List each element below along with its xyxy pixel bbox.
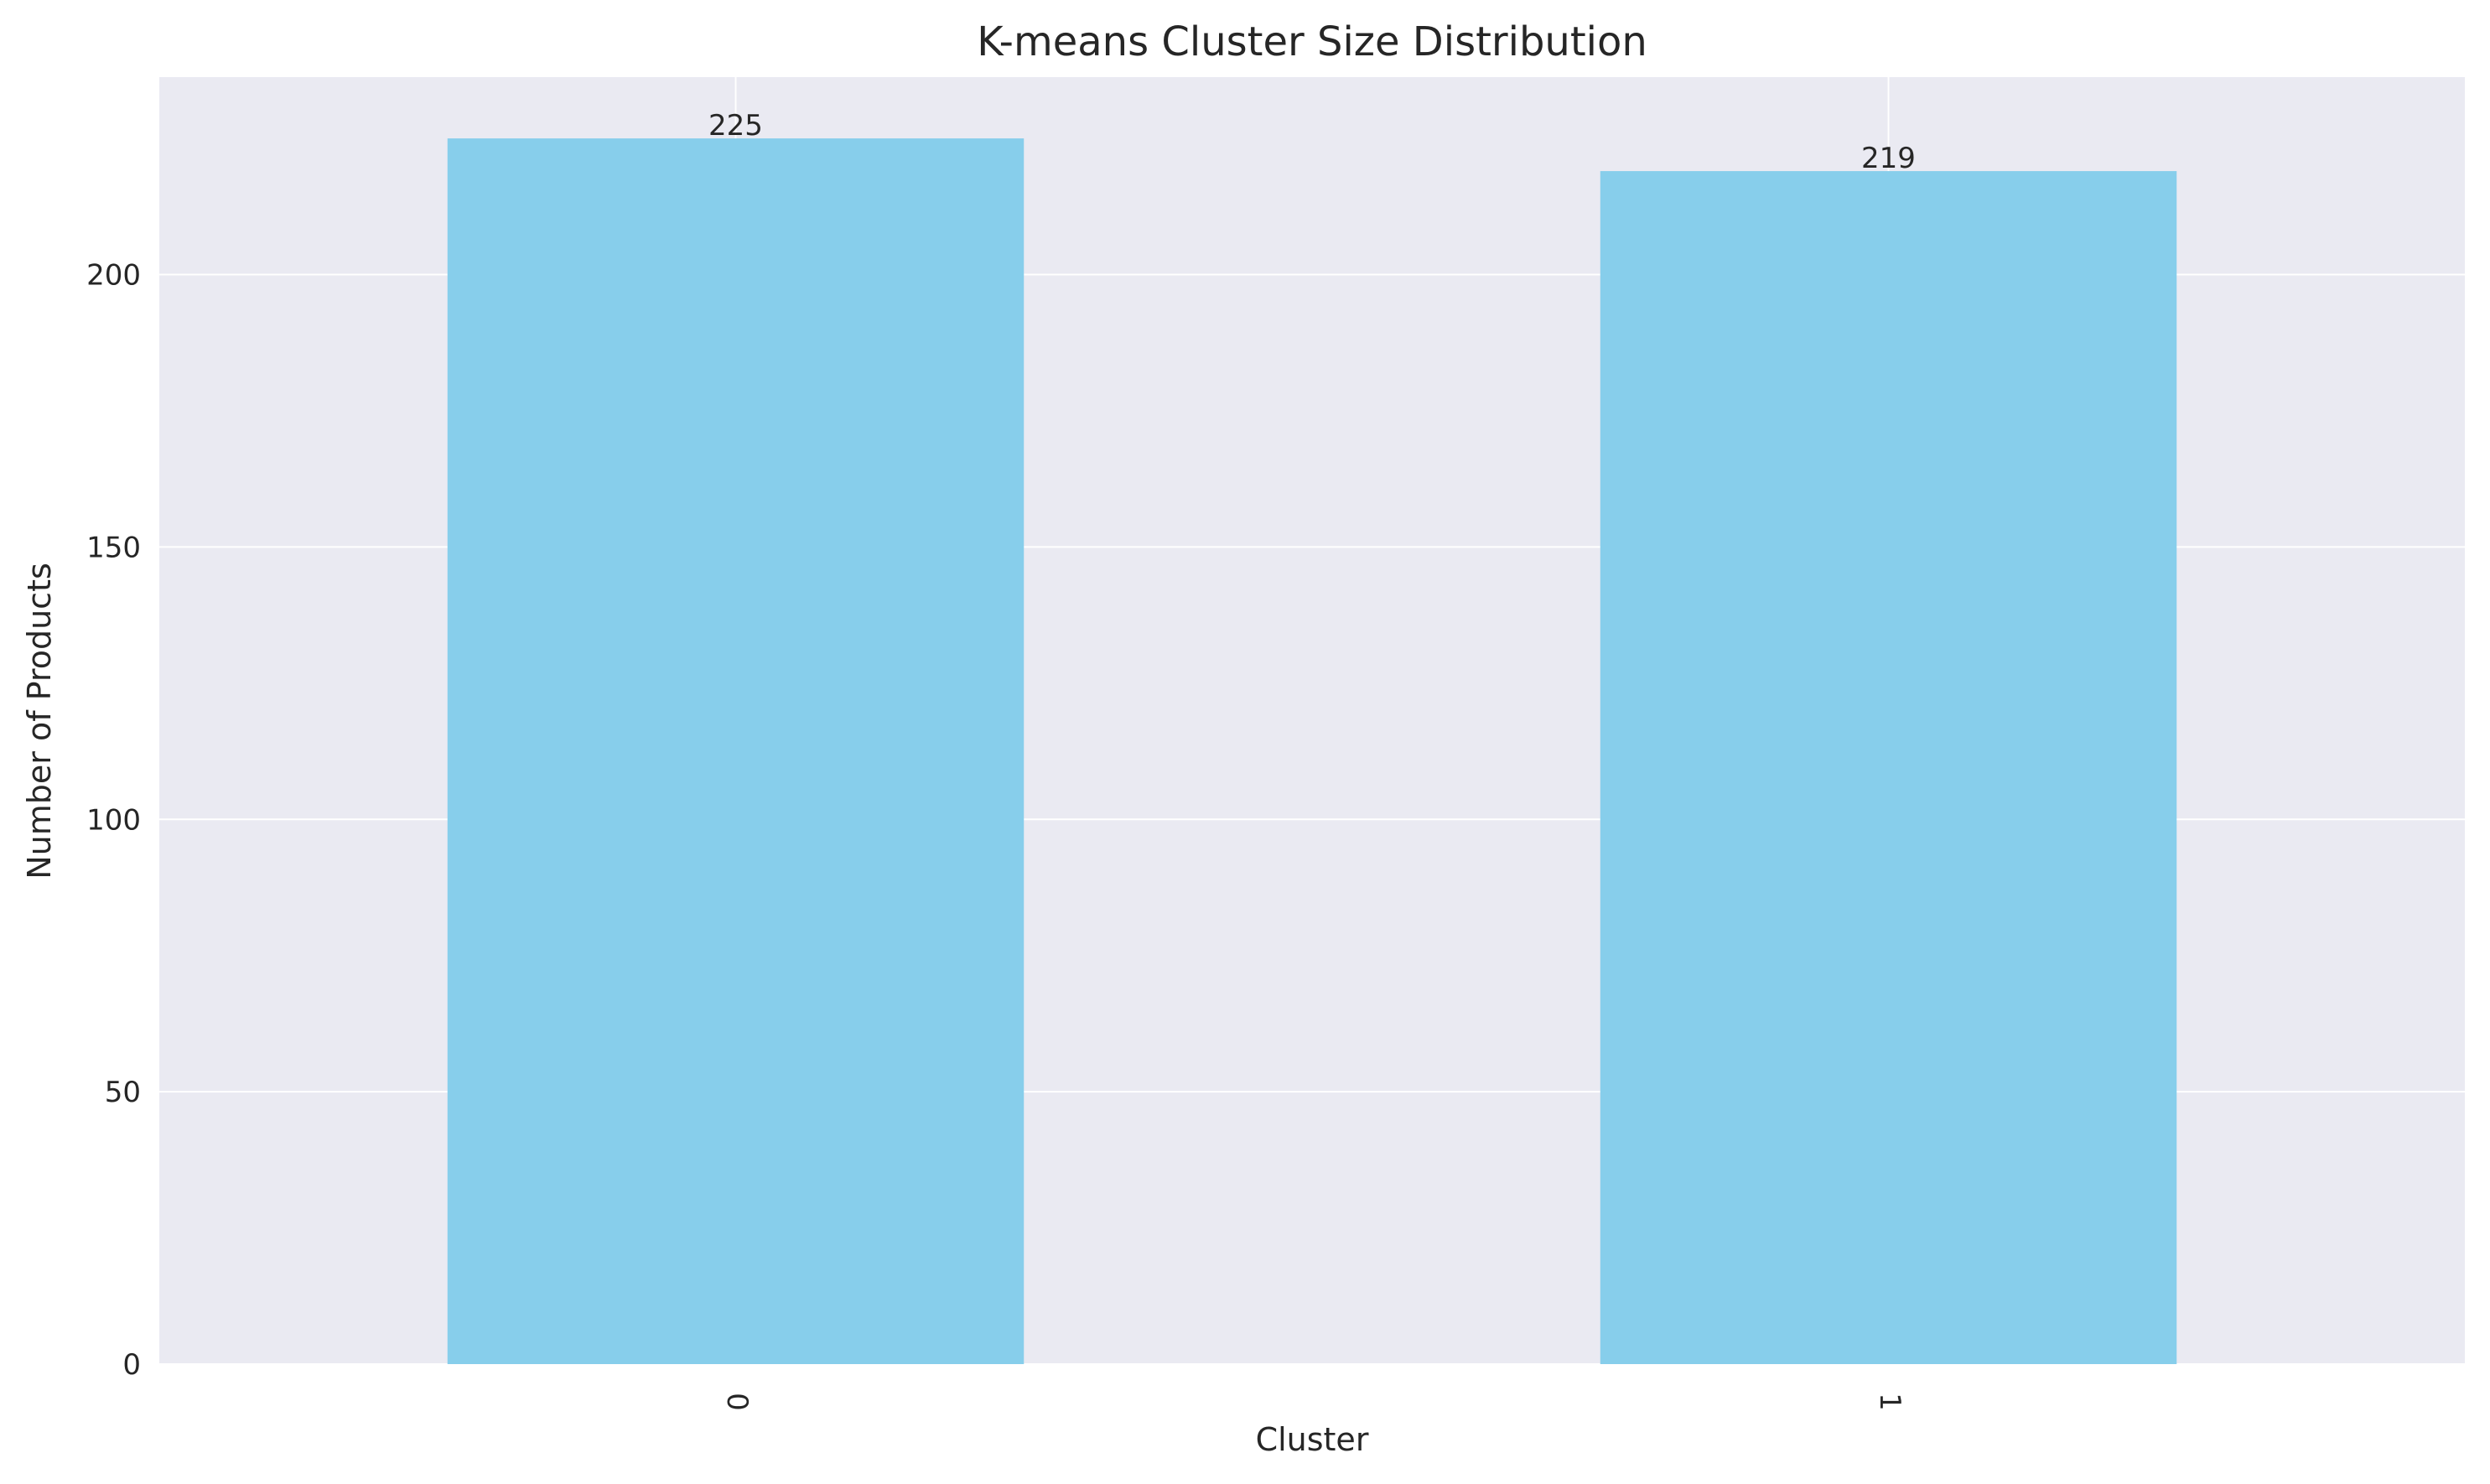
data-labels: 225 219 <box>708 109 1916 175</box>
y-tick-label: 150 <box>86 531 141 564</box>
y-axis-label: Number of Products <box>21 563 58 880</box>
bar-cluster-0 <box>447 138 1025 1365</box>
data-label-cluster-0: 225 <box>708 109 763 143</box>
data-label-cluster-1: 219 <box>1861 142 1916 175</box>
y-tick-label: 0 <box>122 1348 141 1382</box>
y-tick-label: 100 <box>86 803 141 837</box>
y-axis-ticks: 0 50 100 150 200 <box>86 259 141 1382</box>
chart-title: K-means Cluster Size Distribution <box>977 18 1647 65</box>
x-tick-label: 0 <box>720 1393 754 1411</box>
x-tick-label: 1 <box>1873 1393 1906 1411</box>
x-axis-label: Cluster <box>1256 1421 1369 1458</box>
bars <box>447 138 2177 1365</box>
y-tick-label: 50 <box>105 1076 141 1109</box>
y-tick-label: 200 <box>86 259 141 293</box>
bar-cluster-1 <box>1600 171 2177 1365</box>
